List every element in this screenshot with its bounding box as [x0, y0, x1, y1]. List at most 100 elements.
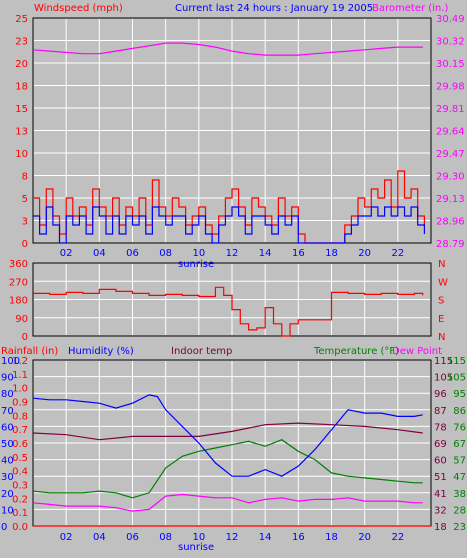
humidity-tick-label: 90 — [1, 373, 14, 384]
rainfall-tick-label: 0.9 — [12, 398, 28, 409]
direction-compass-tick-label: N — [438, 259, 445, 270]
barometer-tick-label: 30.32 — [436, 37, 465, 48]
indoor-temp-tick-label: 51 — [434, 472, 447, 483]
wind-x-tick-label: 10 — [192, 248, 205, 259]
weather-grid — [34, 361, 430, 525]
direction-line — [33, 286, 424, 337]
weather-x-tick-label: 14 — [259, 532, 272, 543]
rainfall-tick-label: 0.6 — [12, 439, 28, 450]
wind-left-tick-label: 3 — [22, 217, 28, 228]
temperature-tick-label: 76 — [453, 422, 466, 433]
gust-line — [33, 206, 425, 244]
direction-panel — [32, 262, 432, 337]
wind-x-tick-label: 22 — [391, 248, 404, 259]
weather-x-tick-label: 22 — [391, 532, 404, 543]
wind-panel — [32, 17, 432, 244]
temperature-tick-label: 67 — [453, 439, 466, 450]
wind-x-tick-label: 20 — [358, 248, 371, 259]
rainfall-axis-label: Rainfall (in) — [1, 346, 58, 357]
barometer-tick-label: 30.15 — [436, 59, 465, 70]
direction-degree-tick-label: 270 — [9, 277, 28, 288]
rainfall-tick-label: 0.5 — [12, 453, 28, 464]
temperature-tick-label: 23 — [453, 522, 466, 533]
weather-x-tick-label: 04 — [93, 532, 106, 543]
wind-x-tick-label: 08 — [159, 248, 172, 259]
direction-degree-tick-label: 360 — [9, 259, 28, 270]
barometer-tick-label: 29.64 — [436, 127, 465, 138]
temperature-line — [32, 439, 423, 499]
barometer-tick-label: 28.79 — [436, 239, 465, 250]
weather-x-tick-label: 12 — [226, 532, 239, 543]
barometer-tick-label: 28.96 — [436, 217, 465, 228]
temperature-tick-label: 57 — [453, 456, 466, 467]
barometer-axis-label: Barometer (in.) — [372, 3, 448, 14]
indoor-temp-tick-label: 60 — [434, 456, 447, 467]
humidity-tick-label: 80 — [1, 389, 14, 400]
weather-x-tick-label: 20 — [358, 532, 371, 543]
temperature-tick-label: 38 — [453, 489, 466, 500]
weather-x-tick-label: 16 — [292, 532, 305, 543]
wind-left-tick-label: 10 — [15, 149, 28, 160]
dewpoint-line — [32, 493, 423, 512]
rainfall-tick-label: 0.3 — [12, 481, 28, 492]
humidity-tick-label: 70 — [1, 406, 14, 417]
direction-compass-tick-label: W — [438, 277, 448, 288]
barometer-tick-label: 29.81 — [436, 104, 465, 115]
direction-compass-tick-label: E — [438, 314, 444, 325]
temperature-tick-label: 115 — [447, 356, 466, 367]
wind-x-tick-label: 18 — [325, 248, 338, 259]
humidity-line — [32, 394, 423, 477]
barometer-tick-label: 29.13 — [436, 194, 465, 205]
wind-left-tick-label: 15 — [15, 104, 28, 115]
temperature-tick-label: 28 — [453, 505, 466, 516]
weather-x-tick-label: 02 — [60, 532, 73, 543]
temperature-tick-label: 86 — [453, 406, 466, 417]
rainfall-tick-label: 0.7 — [12, 425, 28, 436]
wind-x-tick-label: 16 — [292, 248, 305, 259]
temperature-axis-label: Temperature (°F) — [313, 346, 399, 357]
rainfall-tick-label: 1.1 — [12, 370, 28, 381]
barometer-tick-label: 30.49 — [436, 14, 465, 25]
barometer-line — [32, 42, 423, 56]
wind-left-tick-label: 5 — [22, 194, 28, 205]
indoor-line — [32, 422, 423, 441]
rainfall-tick-label: 0.2 — [12, 494, 28, 505]
indoor-temp-tick-label: 18 — [434, 522, 447, 533]
direction-degree-tick-label: 90 — [15, 314, 28, 325]
wind-left-tick-label: 8 — [22, 172, 28, 183]
dew-point-label: Dew Point — [392, 346, 442, 357]
barometer-tick-label: 29.47 — [436, 149, 465, 160]
humidity-tick-label: 0 — [1, 522, 7, 533]
weather-x-tick-label: 08 — [159, 532, 172, 543]
indoor-temp-tick-label: 87 — [434, 406, 447, 417]
rainfall-tick-label: 1.0 — [12, 384, 28, 395]
wind-line — [33, 170, 425, 244]
indoor-temp-label: Indoor temp — [171, 346, 232, 357]
weather-x-tick-label: 10 — [192, 532, 205, 543]
wind-x-tick-label: 14 — [259, 248, 272, 259]
wind-left-tick-label: 25 — [15, 14, 28, 25]
direction-compass-tick-label: S — [438, 296, 444, 307]
temperature-tick-label: 105 — [447, 373, 466, 384]
indoor-temp-tick-label: 105 — [434, 373, 453, 384]
humidity-tick-label: 20 — [1, 489, 14, 500]
chart-marks — [32, 42, 431, 527]
rainfall-tick-label: 0.1 — [12, 508, 28, 519]
humidity-tick-label: 10 — [1, 505, 14, 516]
indoor-temp-tick-label: 115 — [434, 356, 453, 367]
windspeed-axis-label: Windspeed (mph) — [34, 3, 123, 14]
humidity-tick-label: 50 — [1, 439, 14, 450]
wind-left-tick-label: 18 — [15, 82, 28, 93]
wind-left-tick-label: 13 — [15, 127, 28, 138]
indoor-temp-tick-label: 41 — [434, 489, 447, 500]
wind-x-tick-label: 06 — [126, 248, 139, 259]
weather-x-tick-label: 18 — [325, 532, 338, 543]
rainfall-tick-label: 0.0 — [12, 522, 28, 533]
indoor-temp-tick-label: 78 — [434, 422, 447, 433]
barometer-tick-label: 29.98 — [436, 82, 465, 93]
indoor-temp-tick-label: 69 — [434, 439, 447, 450]
tick-labels: 0 3 5 8 10 13 15 18 20 23 25 28.79 28.96 29.13 29.30 29… — [1, 14, 466, 543]
wind-x-tick-label: 04 — [93, 248, 106, 259]
wind-left-tick-label: 20 — [15, 59, 28, 70]
